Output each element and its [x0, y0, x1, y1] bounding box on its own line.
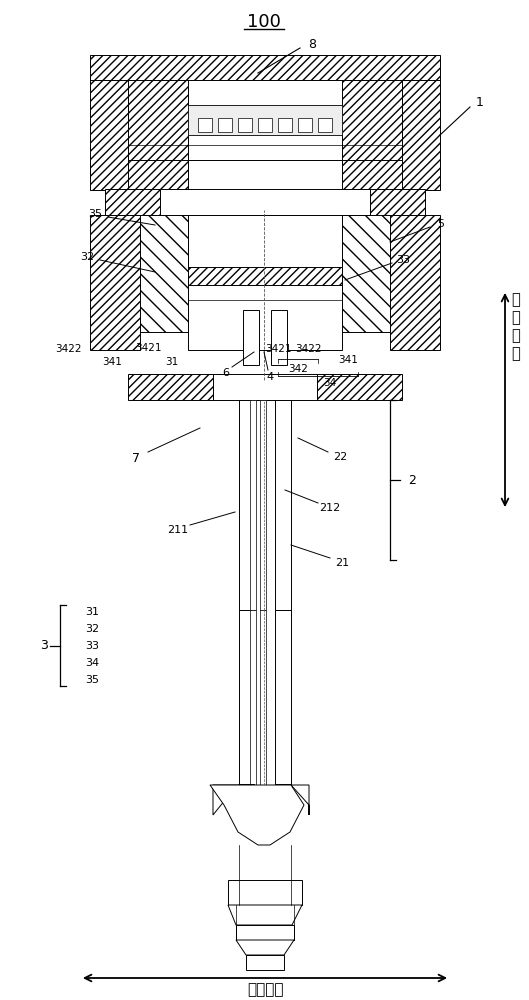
Bar [90, 215, 140, 350]
Text: 33: 33 [85, 641, 99, 651]
Text: 3422: 3422 [295, 344, 321, 354]
Bar [105, 189, 160, 215]
Bar [213, 374, 317, 400]
Text: 3422: 3422 [54, 344, 81, 354]
Bar [90, 55, 440, 80]
Bar [246, 955, 284, 970]
Bar [271, 310, 287, 365]
Bar [390, 215, 440, 350]
Text: 32: 32 [80, 252, 94, 262]
Text: 二: 二 [512, 310, 521, 326]
Text: 5: 5 [437, 219, 444, 229]
Text: 31: 31 [166, 357, 179, 367]
Text: 33: 33 [396, 255, 410, 265]
Bar [188, 267, 342, 285]
Text: 211: 211 [168, 525, 188, 535]
Bar [198, 118, 212, 132]
Text: 341: 341 [338, 355, 358, 365]
Bar [128, 80, 402, 160]
Bar [342, 80, 402, 160]
Bar [317, 374, 402, 400]
Bar [370, 189, 425, 215]
Text: 212: 212 [320, 503, 341, 513]
Bar [239, 610, 255, 785]
Text: 1: 1 [476, 97, 484, 109]
Bar [90, 80, 128, 190]
Polygon shape [210, 785, 304, 845]
Polygon shape [213, 785, 255, 815]
Text: 3421: 3421 [264, 344, 291, 354]
Bar [278, 118, 292, 132]
Text: 3: 3 [40, 639, 48, 652]
Text: 方: 方 [512, 328, 521, 344]
Bar [188, 105, 342, 135]
Bar [243, 310, 259, 365]
Text: 32: 32 [85, 624, 99, 634]
Text: 31: 31 [85, 607, 99, 617]
Text: 35: 35 [85, 675, 99, 685]
Bar [318, 118, 332, 132]
Bar [160, 189, 370, 215]
Bar [228, 880, 302, 905]
Bar [250, 610, 256, 785]
Polygon shape [236, 940, 294, 955]
Bar [128, 374, 213, 400]
Text: 22: 22 [333, 452, 347, 462]
Bar [188, 215, 342, 350]
Bar [342, 215, 390, 332]
Bar [275, 400, 291, 610]
Bar [140, 215, 188, 332]
Text: 6: 6 [223, 368, 230, 378]
Bar [128, 80, 188, 160]
Text: 4: 4 [267, 372, 273, 382]
Bar [258, 118, 272, 132]
Bar [260, 610, 266, 785]
Bar [275, 610, 291, 785]
Bar [128, 160, 188, 190]
Bar [250, 400, 256, 610]
Bar [188, 105, 342, 135]
Text: 35: 35 [88, 209, 102, 219]
Text: 8: 8 [308, 37, 316, 50]
Text: 21: 21 [335, 558, 349, 568]
Bar [236, 925, 294, 940]
Polygon shape [228, 905, 302, 925]
Text: 2: 2 [408, 474, 416, 487]
Text: 34: 34 [85, 658, 99, 668]
Text: 向: 向 [512, 347, 521, 361]
Polygon shape [275, 785, 309, 815]
Text: 341: 341 [102, 357, 122, 367]
Bar [298, 118, 312, 132]
Bar [260, 400, 266, 610]
Text: 3421: 3421 [135, 343, 161, 353]
Text: 7: 7 [132, 452, 140, 464]
Text: 100: 100 [247, 13, 281, 31]
Bar [239, 400, 255, 610]
Bar [238, 118, 252, 132]
Bar [402, 80, 440, 190]
Text: 第: 第 [512, 292, 521, 308]
Bar [188, 160, 342, 190]
Text: 第一方向: 第一方向 [247, 982, 283, 998]
Bar [342, 160, 402, 190]
Text: 34: 34 [323, 378, 336, 388]
Text: 342: 342 [288, 364, 308, 374]
Bar [218, 118, 232, 132]
